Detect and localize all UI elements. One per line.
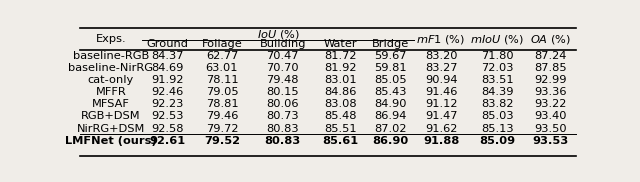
Text: cat-only: cat-only <box>88 75 134 85</box>
Text: 86.94: 86.94 <box>374 111 406 121</box>
Text: 92.23: 92.23 <box>152 99 184 109</box>
Text: 84.86: 84.86 <box>324 87 357 97</box>
Text: Water: Water <box>324 39 358 50</box>
Text: 83.27: 83.27 <box>425 63 458 73</box>
Text: 59.81: 59.81 <box>374 63 406 73</box>
Text: 93.22: 93.22 <box>534 99 566 109</box>
Text: 87.02: 87.02 <box>374 124 406 134</box>
Text: 91.47: 91.47 <box>425 111 458 121</box>
Text: baseline-NirRG: baseline-NirRG <box>68 63 153 73</box>
Text: 70.47: 70.47 <box>266 51 299 61</box>
Text: NirRG+DSM: NirRG+DSM <box>77 124 145 134</box>
Text: 83.20: 83.20 <box>425 51 458 61</box>
Text: 78.11: 78.11 <box>205 75 238 85</box>
Text: 85.13: 85.13 <box>481 124 513 134</box>
Text: 85.43: 85.43 <box>374 87 406 97</box>
Text: 93.53: 93.53 <box>532 136 568 146</box>
Text: 83.82: 83.82 <box>481 99 513 109</box>
Text: LMFNet (ours): LMFNet (ours) <box>65 136 157 146</box>
Text: $\mathit{OA}$ (%): $\mathit{OA}$ (%) <box>530 33 571 46</box>
Text: baseline-RGB: baseline-RGB <box>72 51 149 61</box>
Text: 92.53: 92.53 <box>152 111 184 121</box>
Text: 84.69: 84.69 <box>152 63 184 73</box>
Text: Building: Building <box>259 39 306 50</box>
Text: 91.92: 91.92 <box>152 75 184 85</box>
Text: 79.48: 79.48 <box>266 75 299 85</box>
Text: Bridge: Bridge <box>372 39 409 50</box>
Text: 78.81: 78.81 <box>205 99 238 109</box>
Text: 80.15: 80.15 <box>266 87 299 97</box>
Text: 63.01: 63.01 <box>205 63 238 73</box>
Text: $\mathit{mF1}$ (%): $\mathit{mF1}$ (%) <box>417 33 466 46</box>
Text: $\mathit{mIoU}$ (%): $\mathit{mIoU}$ (%) <box>470 33 524 46</box>
Text: 80.83: 80.83 <box>264 136 301 146</box>
Text: 81.92: 81.92 <box>324 63 357 73</box>
Text: 93.40: 93.40 <box>534 111 567 121</box>
Text: 79.52: 79.52 <box>204 136 240 146</box>
Text: 80.06: 80.06 <box>266 99 299 109</box>
Text: 91.12: 91.12 <box>425 99 458 109</box>
Text: 79.46: 79.46 <box>206 111 238 121</box>
Text: $\mathit{IoU}$ (%): $\mathit{IoU}$ (%) <box>257 28 300 41</box>
Text: 90.94: 90.94 <box>425 75 458 85</box>
Text: Ground: Ground <box>147 39 189 50</box>
Text: 86.90: 86.90 <box>372 136 408 146</box>
Text: 79.05: 79.05 <box>205 87 238 97</box>
Text: 85.51: 85.51 <box>324 124 357 134</box>
Text: 83.01: 83.01 <box>324 75 357 85</box>
Text: 70.70: 70.70 <box>266 63 299 73</box>
Text: 62.77: 62.77 <box>206 51 238 61</box>
Text: 83.08: 83.08 <box>324 99 357 109</box>
Text: RGB+DSM: RGB+DSM <box>81 111 141 121</box>
Text: 85.03: 85.03 <box>481 111 513 121</box>
Text: 85.48: 85.48 <box>324 111 357 121</box>
Text: 80.73: 80.73 <box>266 111 299 121</box>
Text: 87.85: 87.85 <box>534 63 567 73</box>
Text: 84.90: 84.90 <box>374 99 406 109</box>
Text: 87.24: 87.24 <box>534 51 566 61</box>
Text: 91.46: 91.46 <box>425 87 457 97</box>
Text: 91.62: 91.62 <box>425 124 457 134</box>
Text: 91.88: 91.88 <box>423 136 460 146</box>
Text: 72.03: 72.03 <box>481 63 513 73</box>
Text: MFSAF: MFSAF <box>92 99 130 109</box>
Text: 92.99: 92.99 <box>534 75 567 85</box>
Text: 85.09: 85.09 <box>479 136 515 146</box>
Text: Exps.: Exps. <box>95 34 126 44</box>
Text: 84.37: 84.37 <box>152 51 184 61</box>
Text: 83.51: 83.51 <box>481 75 513 85</box>
Text: 85.61: 85.61 <box>323 136 359 146</box>
Text: 93.50: 93.50 <box>534 124 567 134</box>
Text: MFFR: MFFR <box>95 87 126 97</box>
Text: 84.39: 84.39 <box>481 87 513 97</box>
Text: 71.80: 71.80 <box>481 51 513 61</box>
Text: 59.67: 59.67 <box>374 51 406 61</box>
Text: Foliage: Foliage <box>202 39 243 50</box>
Text: 80.83: 80.83 <box>266 124 299 134</box>
Text: 85.05: 85.05 <box>374 75 406 85</box>
Text: 92.58: 92.58 <box>152 124 184 134</box>
Text: 81.72: 81.72 <box>324 51 357 61</box>
Text: 92.61: 92.61 <box>150 136 186 146</box>
Text: 92.46: 92.46 <box>152 87 184 97</box>
Text: 79.72: 79.72 <box>205 124 238 134</box>
Text: 93.36: 93.36 <box>534 87 567 97</box>
